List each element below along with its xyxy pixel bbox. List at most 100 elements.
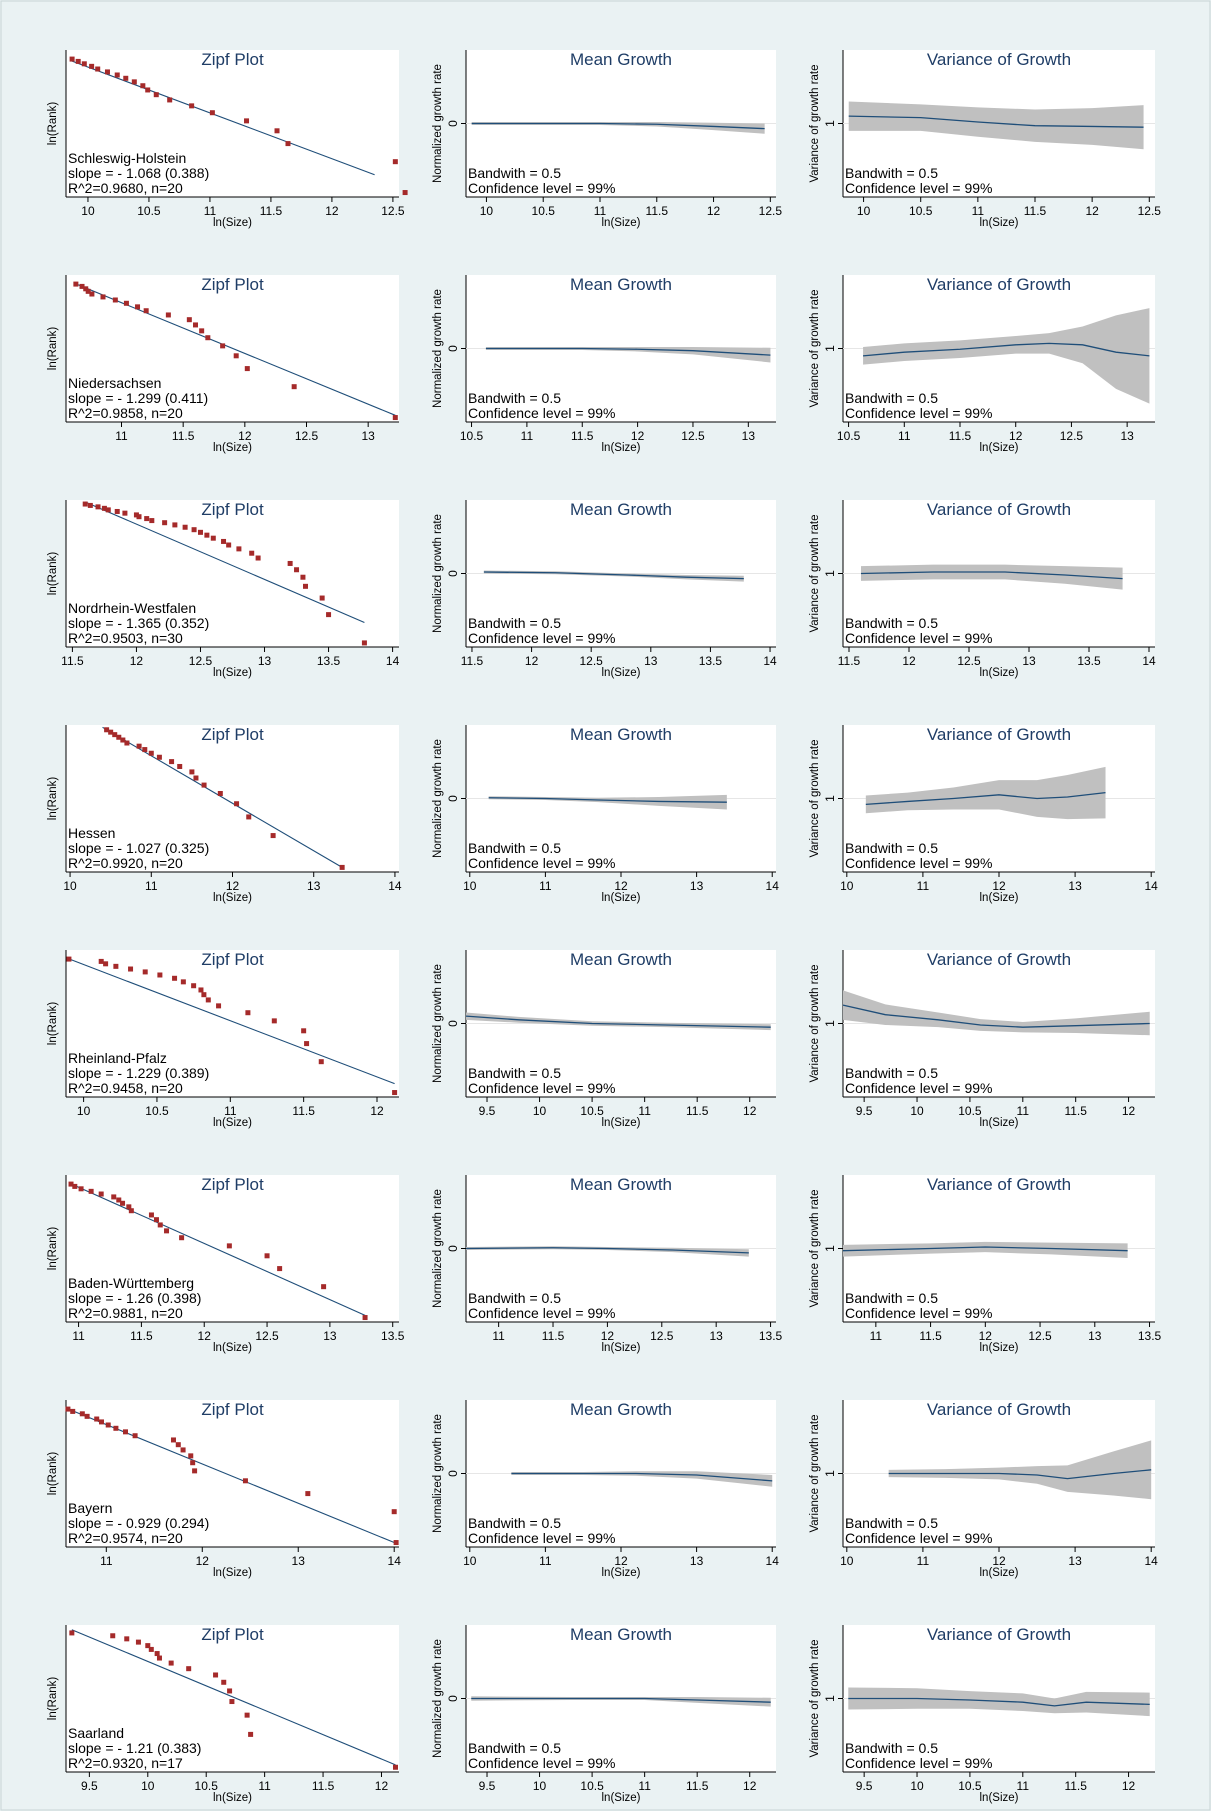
data-point	[140, 83, 146, 89]
data-point	[245, 1010, 251, 1016]
x-tick-label: 13	[690, 1554, 704, 1568]
x-tick-label: 12	[226, 879, 240, 893]
x-tick-label: 10.5	[532, 204, 556, 218]
x-axis-label: ln(Size)	[980, 217, 1019, 229]
data-point	[123, 300, 129, 306]
data-point	[165, 312, 171, 318]
x-axis-label: ln(Size)	[980, 1342, 1019, 1354]
data-point	[81, 61, 87, 67]
plot-area	[66, 1400, 399, 1547]
x-axis-label: ln(Size)	[602, 217, 641, 229]
x-axis-label: ln(Size)	[213, 442, 252, 454]
x-axis-label: ln(Size)	[980, 1792, 1019, 1804]
data-point	[65, 1406, 71, 1412]
data-point	[95, 66, 101, 72]
x-tick-label: 11	[100, 1554, 113, 1568]
data-point	[270, 833, 276, 839]
x-tick-label: 11.5	[312, 1779, 335, 1793]
x-tick-label: 10	[857, 204, 871, 218]
y-tick-label: 0	[446, 1020, 460, 1027]
data-point	[216, 1003, 222, 1009]
data-point	[189, 103, 195, 109]
data-point	[170, 1437, 176, 1443]
data-point	[217, 790, 223, 796]
data-point	[83, 286, 89, 292]
y-axis-label: ln(Rank)	[47, 1002, 59, 1046]
x-tick-label: 10.5	[580, 1104, 604, 1118]
data-point	[244, 1712, 250, 1718]
annotation-line: slope = - 1.299 (0.411)	[68, 390, 208, 406]
annotation-line: Confidence level = 99%	[845, 180, 993, 196]
x-tick-label: 12	[375, 1779, 389, 1793]
growth-curve	[471, 122, 765, 130]
data-point	[148, 750, 154, 756]
data-point	[193, 775, 199, 781]
fit-line	[68, 958, 395, 1085]
annotation-line: R^2=0.9574, n=20	[68, 1530, 183, 1546]
data-point	[143, 308, 149, 314]
x-tick-label: 10.5	[460, 429, 484, 443]
x-tick-label: 11	[594, 204, 607, 218]
growth-curve	[888, 1469, 1152, 1480]
x-tick-label: 11	[1017, 1104, 1030, 1118]
x-tick-label: 14	[388, 879, 402, 893]
x-tick-label: 12	[130, 654, 144, 668]
annotation-line: Bandwith = 0.5	[845, 1290, 938, 1306]
fit-line	[84, 501, 365, 624]
x-tick-label: 12.5	[1138, 204, 1162, 218]
growth-curve	[860, 571, 1123, 580]
y-axis-label: Variance of growth rate	[809, 64, 821, 182]
chart-title: Zipf Plot	[201, 725, 264, 744]
x-tick-label: 11.5	[542, 1329, 565, 1343]
chart-2-2: Variance of Growth 11.5 12 12.5 13 13.5 14 ln(S…	[809, 500, 1156, 679]
x-tick-label: 12	[902, 654, 916, 668]
x-axis-label: ln(Size)	[602, 1117, 641, 1129]
data-point	[287, 560, 293, 566]
x-tick-label: 11.5	[1024, 204, 1047, 218]
x-tick-label: 13	[1068, 1554, 1082, 1568]
growth-curve	[848, 1697, 1150, 1707]
x-tick-label: 12	[707, 204, 721, 218]
data-point	[294, 567, 300, 573]
chart-title: Variance of Growth	[927, 1625, 1071, 1644]
data-point	[110, 1633, 116, 1639]
fit-line	[71, 60, 375, 176]
data-point	[319, 595, 325, 601]
chart-1-1: Mean Growth 10.5 11 11.5 12 12.5 13 ln(Size) Nor…	[432, 275, 776, 454]
fit-line	[67, 1408, 395, 1544]
data-point	[168, 1660, 174, 1666]
chart-title: Mean Growth	[570, 950, 672, 969]
data-point	[264, 1253, 270, 1259]
annotation-line: Confidence level = 99%	[845, 1755, 993, 1771]
annotation-line: slope = - 0.929 (0.294)	[68, 1515, 209, 1531]
data-point	[249, 550, 255, 556]
data-point	[72, 1183, 78, 1189]
x-axis-label: ln(Size)	[213, 1567, 252, 1579]
x-tick-label: 14	[1145, 1554, 1159, 1568]
x-tick-label: 11	[521, 429, 534, 443]
data-point	[392, 159, 398, 165]
x-tick-label: 10.5	[137, 204, 161, 218]
data-point	[291, 384, 297, 390]
y-axis-label: Variance of growth rate	[809, 1639, 821, 1757]
data-point	[402, 190, 408, 196]
annotation-line: Niedersachsen	[68, 375, 161, 391]
data-point	[82, 501, 88, 507]
chart-title: Zipf Plot	[201, 1175, 264, 1194]
x-axis-label: ln(Size)	[980, 667, 1019, 679]
y-axis-label: Normalized growth rate	[432, 64, 444, 183]
data-point	[204, 532, 210, 538]
data-point	[339, 864, 345, 870]
x-tick-label: 14	[1142, 654, 1156, 668]
data-point	[191, 983, 197, 989]
x-tick-label: 11.5	[130, 1329, 153, 1343]
data-point	[175, 1442, 181, 1448]
data-point	[145, 87, 151, 93]
annotation-line: Bandwith = 0.5	[468, 390, 561, 406]
data-point	[148, 1646, 154, 1652]
chart-0-0: Zipf Plot 10 10.5 11 11.5 12 12.5 ln(Size) ln(Ra…	[47, 50, 408, 229]
x-tick-label: 13.5	[317, 654, 341, 668]
data-point	[285, 141, 291, 147]
chart-3-2: Variance of Growth 10 11 12 13 14 ln(Size) Vari…	[809, 725, 1158, 904]
